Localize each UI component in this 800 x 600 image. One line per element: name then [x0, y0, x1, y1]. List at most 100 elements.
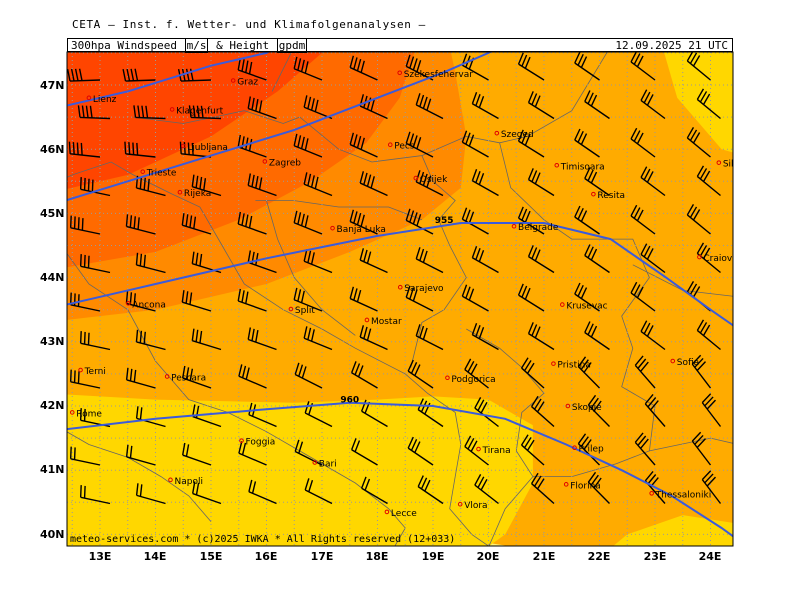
lat-lon-grid	[67, 52, 733, 546]
city-marker	[262, 159, 268, 164]
lon-label-15: 15E	[199, 550, 223, 563]
wind-barb	[520, 434, 545, 466]
wind-barb	[349, 286, 378, 312]
city-label: Foggia	[246, 438, 276, 448]
lat-label-41: 41N	[40, 463, 65, 476]
height-contour-label: 960	[340, 396, 359, 406]
map-title: 300hpa_Windspeed_ m/s _&_Height_ gpdm	[71, 38, 308, 53]
wind-barb	[464, 358, 489, 389]
wind-barb	[527, 91, 555, 120]
wind-barb	[577, 356, 600, 389]
wind-barb	[701, 393, 722, 427]
wind-barb	[517, 129, 545, 158]
wind-barb	[530, 395, 555, 428]
height-contour-line	[67, 401, 733, 538]
city-label: Thessaloniki	[655, 490, 712, 500]
wind-barb	[415, 247, 444, 274]
wind-barb	[407, 359, 434, 389]
city-marker	[397, 284, 403, 290]
wind-barb	[77, 105, 111, 120]
wind-barb	[247, 173, 277, 197]
lat-label-42: 42N	[40, 399, 65, 412]
wind-barb	[125, 291, 156, 312]
height-contour-line	[67, 222, 733, 327]
wind-barb	[191, 174, 222, 197]
wind-barb	[630, 127, 656, 158]
wind-barb	[464, 435, 489, 466]
lon-label-17: 17E	[310, 550, 334, 563]
city-marker	[397, 70, 403, 76]
lon-label-19: 19E	[421, 550, 445, 563]
wind-barb	[350, 361, 378, 389]
wind-barb	[461, 130, 489, 158]
lon-label-21: 21E	[532, 550, 556, 563]
city-markers: Lienz Graz Szekesfehervar Klagenfurt Szeged L…	[69, 70, 733, 519]
wind-barb	[125, 444, 156, 466]
city-marker	[364, 317, 370, 323]
wind-barb	[135, 483, 166, 505]
wind-barb	[530, 472, 555, 505]
wind-barb	[192, 481, 222, 505]
wind-barb	[188, 105, 222, 120]
wind-barb	[587, 394, 610, 427]
city-label: Pecs	[394, 142, 415, 152]
city-label: Prilep	[579, 445, 605, 455]
border-line	[466, 52, 656, 478]
wind-barb	[349, 55, 378, 81]
city-marker	[565, 403, 571, 409]
wind-barb	[417, 475, 444, 505]
city-label: Lecce	[391, 509, 417, 519]
wind-barb	[471, 323, 499, 351]
city-label: Zagreb	[269, 158, 301, 168]
wind-barb	[191, 251, 222, 274]
border-line	[266, 200, 356, 336]
city-label: Trieste	[146, 169, 177, 179]
wind-barb	[415, 324, 444, 351]
city-marker	[457, 501, 463, 507]
wind-barb	[238, 441, 267, 466]
wind-barb	[686, 204, 711, 235]
wind-barb	[294, 439, 323, 466]
wind-barb	[517, 283, 545, 312]
city-label: Napoli	[174, 477, 202, 487]
wind-barb	[237, 288, 267, 312]
city-label: Pristina	[557, 361, 590, 371]
wind-barb	[407, 436, 434, 466]
city-marker	[670, 358, 676, 364]
city-label: Vlora	[464, 501, 487, 511]
city-marker	[697, 254, 702, 260]
wind-barb	[520, 357, 545, 389]
wind-barb	[686, 52, 711, 81]
wind-barb	[181, 290, 212, 312]
city-label: Split	[295, 306, 315, 316]
title-part-2: m/s	[184, 38, 209, 53]
city-marker	[180, 143, 186, 149]
wind-barb	[461, 284, 489, 312]
city-label: Mostar	[371, 317, 402, 327]
city-marker	[168, 477, 173, 483]
city-marker	[69, 410, 75, 415]
wind-barb	[79, 254, 111, 274]
band-mid-low-ne	[663, 52, 733, 153]
city-marker	[230, 78, 236, 83]
wind-barb	[133, 105, 166, 120]
border-line	[488, 476, 534, 546]
title-part-4: gpdm	[276, 38, 308, 53]
city-marker	[494, 130, 500, 136]
wind-barb	[517, 52, 545, 81]
lat-label-46: 46N	[40, 143, 65, 156]
wind-barb	[527, 322, 555, 351]
city-marker	[126, 300, 131, 306]
city-label: Szekesfehervar	[404, 70, 474, 80]
city-marker	[78, 367, 83, 373]
wind-barb	[304, 478, 333, 505]
city-label: Terni	[84, 367, 106, 377]
copyright-footer: meteo-services.com * (c)2025 IWKA * All …	[70, 534, 456, 545]
wind-barb	[248, 479, 277, 505]
wind-barb	[237, 57, 267, 81]
wind-barb	[686, 127, 711, 158]
wind-barb	[405, 285, 434, 312]
wind-barb	[359, 325, 388, 351]
wind-barb	[634, 355, 656, 389]
wind-barb	[630, 52, 656, 81]
